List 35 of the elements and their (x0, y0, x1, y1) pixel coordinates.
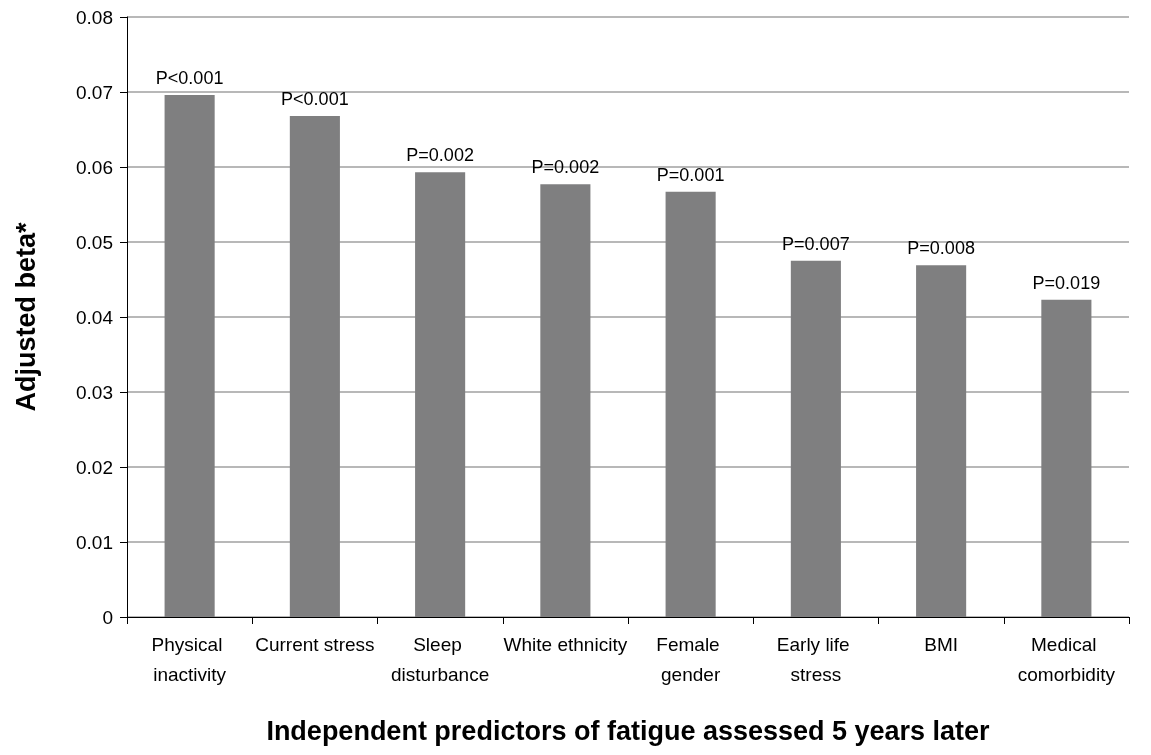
annotation: P=0.019 (1032, 272, 1101, 293)
annotation: P=0.007 (782, 233, 850, 254)
x-tick-label: Medical comorbidity (1017, 633, 1116, 685)
x-tick-label: White ethnicity (503, 633, 628, 655)
annotation: P=0.002 (531, 157, 600, 178)
y-tick-label: 0.01 (76, 531, 113, 553)
y-tick-label: 0 (102, 606, 113, 628)
y-tick-label: 0.04 (76, 306, 114, 328)
y-tick-label: 0.03 (76, 381, 113, 403)
bar (1041, 299, 1092, 617)
y-axis-title: Adjusted beta* (10, 222, 41, 412)
annotation: P=0.001 (656, 164, 725, 185)
bar (540, 184, 591, 617)
bar (415, 172, 466, 617)
x-axis-title: Independent predictors of fatigue assessed 5 years later (266, 715, 991, 746)
x-tick-label: Female gender (656, 633, 725, 685)
x-tick-label: Current stress (255, 633, 375, 655)
bar (916, 265, 967, 617)
annotation: P=0.008 (907, 238, 975, 259)
bar (790, 260, 841, 617)
annotation: P=0.002 (406, 145, 474, 166)
annotation: P<0.001 (281, 89, 349, 109)
x-tick-label: Sleep disturbance (391, 633, 490, 685)
x-tick-label: BMI (924, 633, 959, 655)
bar (289, 116, 340, 617)
x-tick-label: Early life stress (776, 633, 855, 685)
bar (665, 191, 716, 617)
y-tick-label: 0.06 (76, 156, 113, 178)
y-tick-label: 0.08 (76, 6, 113, 28)
x-tick-label: Physical inactivity (151, 633, 228, 685)
annotation: P<0.001 (155, 68, 224, 88)
y-tick-label: 0.05 (76, 231, 113, 253)
y-tick-label: 0.02 (76, 456, 113, 478)
bar (164, 95, 215, 617)
y-tick-label: 0.07 (76, 81, 113, 103)
